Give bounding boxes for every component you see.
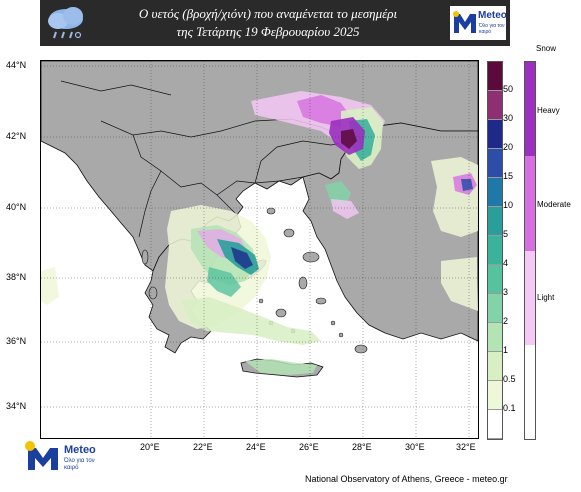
- lat-tick: 42°N: [6, 131, 27, 141]
- rain-legend-swatch: [488, 352, 502, 381]
- rain-legend-label: 10: [503, 200, 514, 210]
- rain-light-area: [181, 297, 321, 345]
- rain-legend-label: 4: [503, 258, 509, 268]
- rain-legend-label: 0.5: [503, 374, 516, 384]
- rain-legend-swatch: [488, 120, 502, 149]
- lon-tick: 20°E: [140, 442, 160, 452]
- island-lesvos: [302, 251, 320, 263]
- rain-legend-label: 15: [503, 171, 514, 181]
- snow-legend-swatch: [525, 344, 535, 439]
- landmass-turkey: [302, 122, 478, 342]
- island-dot: [258, 298, 264, 304]
- rain-legend-label: 20: [503, 142, 514, 152]
- country-border: [160, 170, 238, 216]
- island-corfu: [141, 249, 149, 265]
- brand-name: Meteo: [478, 10, 507, 21]
- snow-light-area: [331, 199, 359, 219]
- rain-moderate-area: [461, 179, 473, 191]
- lon-tick: 26°E: [299, 442, 319, 452]
- map-canvas: [41, 61, 478, 438]
- lat-tick: 34°N: [6, 401, 27, 411]
- rain-legend-swatch: [488, 62, 502, 91]
- rain-legend-swatch: [488, 149, 502, 178]
- rain-legend-label: 50: [503, 84, 514, 94]
- brand-tagline: Όλο για τον καιρό: [479, 23, 505, 35]
- rain-legend-label: 1: [503, 345, 509, 355]
- country-border: [254, 140, 354, 184]
- lon-tick: 22°E: [193, 442, 213, 452]
- lon-tick: 30°E: [405, 442, 425, 452]
- rain-cloud-icon: [48, 7, 83, 39]
- island-thasos: [266, 207, 276, 215]
- rain-light-area: [41, 267, 59, 305]
- island-dot: [330, 320, 336, 326]
- island-rhodes: [354, 344, 368, 354]
- snow-legend-swatch: [525, 156, 535, 251]
- title-line-1: Ο υετός (βροχή/χιόνι) που αναμένεται το …: [138, 6, 398, 21]
- map-title: Ο υετός (βροχή/χιόνι) που αναμένεται το …: [92, 5, 444, 41]
- rain-legend-swatch: [488, 207, 502, 236]
- rain-legend-label: 2: [503, 316, 509, 326]
- rain-light-area: [441, 257, 478, 311]
- island-kefalonia: [148, 286, 158, 300]
- snow-legend-swatch: [525, 62, 535, 157]
- island-samos: [315, 297, 327, 305]
- rain-legend-bar: [487, 61, 503, 440]
- snow-legend-bar: [524, 61, 536, 440]
- country-border: [132, 134, 162, 238]
- precipitation-map: [40, 60, 479, 439]
- rain-legend-swatch: [488, 265, 502, 294]
- snow-legend-title: Snow: [536, 44, 557, 53]
- rain-legend-swatch: [488, 410, 502, 439]
- country-border: [60, 80, 172, 96]
- rain-legend-label: 0.1: [503, 403, 516, 413]
- rain-legend-swatch: [488, 236, 502, 265]
- lat-tick: 36°N: [6, 336, 27, 346]
- graticule: [41, 61, 478, 438]
- rain-legend-label: 30: [503, 113, 514, 123]
- rain-legend-label: 5: [503, 229, 509, 239]
- rain-legend-swatch: [488, 381, 502, 410]
- footer-brand-name: Meteo: [64, 444, 96, 456]
- rain-legend-swatch: [488, 178, 502, 207]
- lat-tick: 40°N: [6, 202, 27, 212]
- rain-heavy-core: [231, 247, 253, 269]
- meteo-logo: Meteo Όλο για τον καιρό: [450, 6, 507, 40]
- snow-moderate-area: [297, 95, 351, 127]
- lon-tick: 24°E: [246, 442, 266, 452]
- precip-intense-core: [341, 129, 357, 149]
- island-naxos: [275, 308, 287, 318]
- lat-tick: 44°N: [6, 60, 27, 70]
- island-chios: [298, 276, 308, 290]
- meteo-m-icon: [453, 11, 476, 33]
- snow-legend-heavy: Heavy: [537, 106, 560, 115]
- lon-tick: 28°E: [352, 442, 372, 452]
- rain-moderate-area: [207, 267, 241, 297]
- footer-brand-tagline: Όλο για τον καιρό: [64, 458, 95, 471]
- snow-legend-moderate: Moderate: [537, 200, 571, 209]
- rain-light-area: [245, 359, 317, 375]
- rain-legend-swatch: [488, 294, 502, 323]
- footer-meteo-logo: Meteo Όλο για τον καιρό: [24, 438, 104, 472]
- title-banner: Ο υετός (βροχή/χιόνι) που αναμένεται το …: [40, 0, 510, 46]
- island-dot: [338, 332, 344, 338]
- island-lemnos: [283, 228, 295, 238]
- rain-legend-swatch: [488, 323, 502, 352]
- meteo-m-icon: [25, 441, 58, 470]
- title-line-2: της Τετάρτης 19 Φεβρουαρίου 2025: [176, 24, 360, 39]
- snow-legend-swatch: [525, 250, 535, 345]
- snow-legend-light: Light: [537, 293, 555, 302]
- lat-tick: 38°N: [6, 272, 27, 282]
- rain-legend-swatch: [488, 91, 502, 120]
- rain-legend-label: 3: [503, 287, 509, 297]
- lon-tick: 32°E: [456, 442, 476, 452]
- credit-text: National Observatory of Athens, Greece -…: [305, 474, 508, 484]
